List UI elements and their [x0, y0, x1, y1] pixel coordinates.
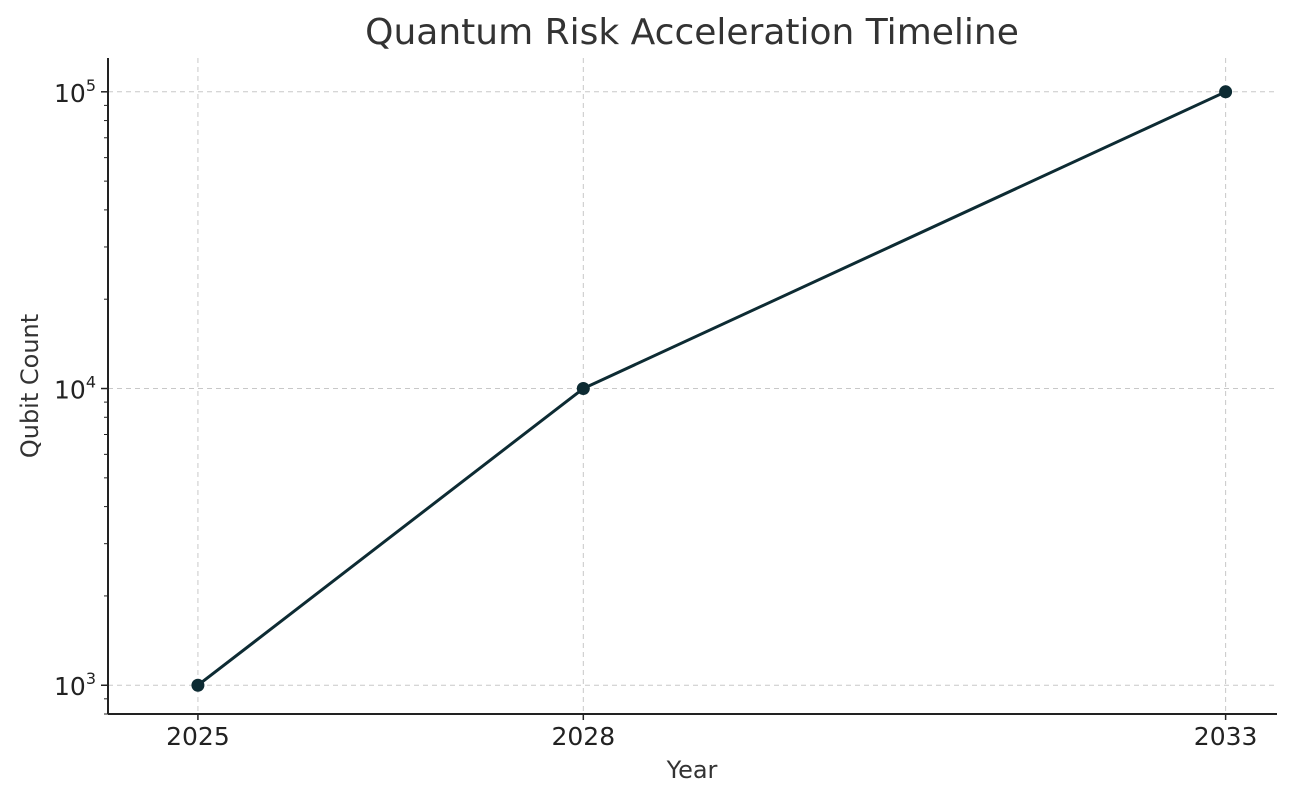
chart-title: Quantum Risk Acceleration Timeline	[365, 12, 1019, 53]
y-axis-label: Qubit Count	[16, 314, 44, 458]
x-tick-label: 2033	[1194, 722, 1258, 751]
series-layer	[191, 85, 1233, 692]
y-axis-ticks: 103 104 105	[54, 76, 108, 715]
axes-spines	[107, 58, 1277, 715]
x-axis-ticks: 2025 2028 2033	[166, 714, 1257, 751]
x-tick-label: 2025	[166, 722, 230, 751]
y-tick-label: 104	[54, 373, 96, 405]
data-point	[1219, 85, 1233, 99]
x-tick-label: 2028	[551, 722, 615, 751]
data-point	[576, 382, 590, 396]
data-point	[191, 678, 205, 692]
grid	[108, 58, 1277, 714]
y-tick-label: 105	[54, 76, 96, 108]
y-tick-label: 103	[54, 669, 96, 701]
x-axis-label: Year	[666, 756, 718, 784]
